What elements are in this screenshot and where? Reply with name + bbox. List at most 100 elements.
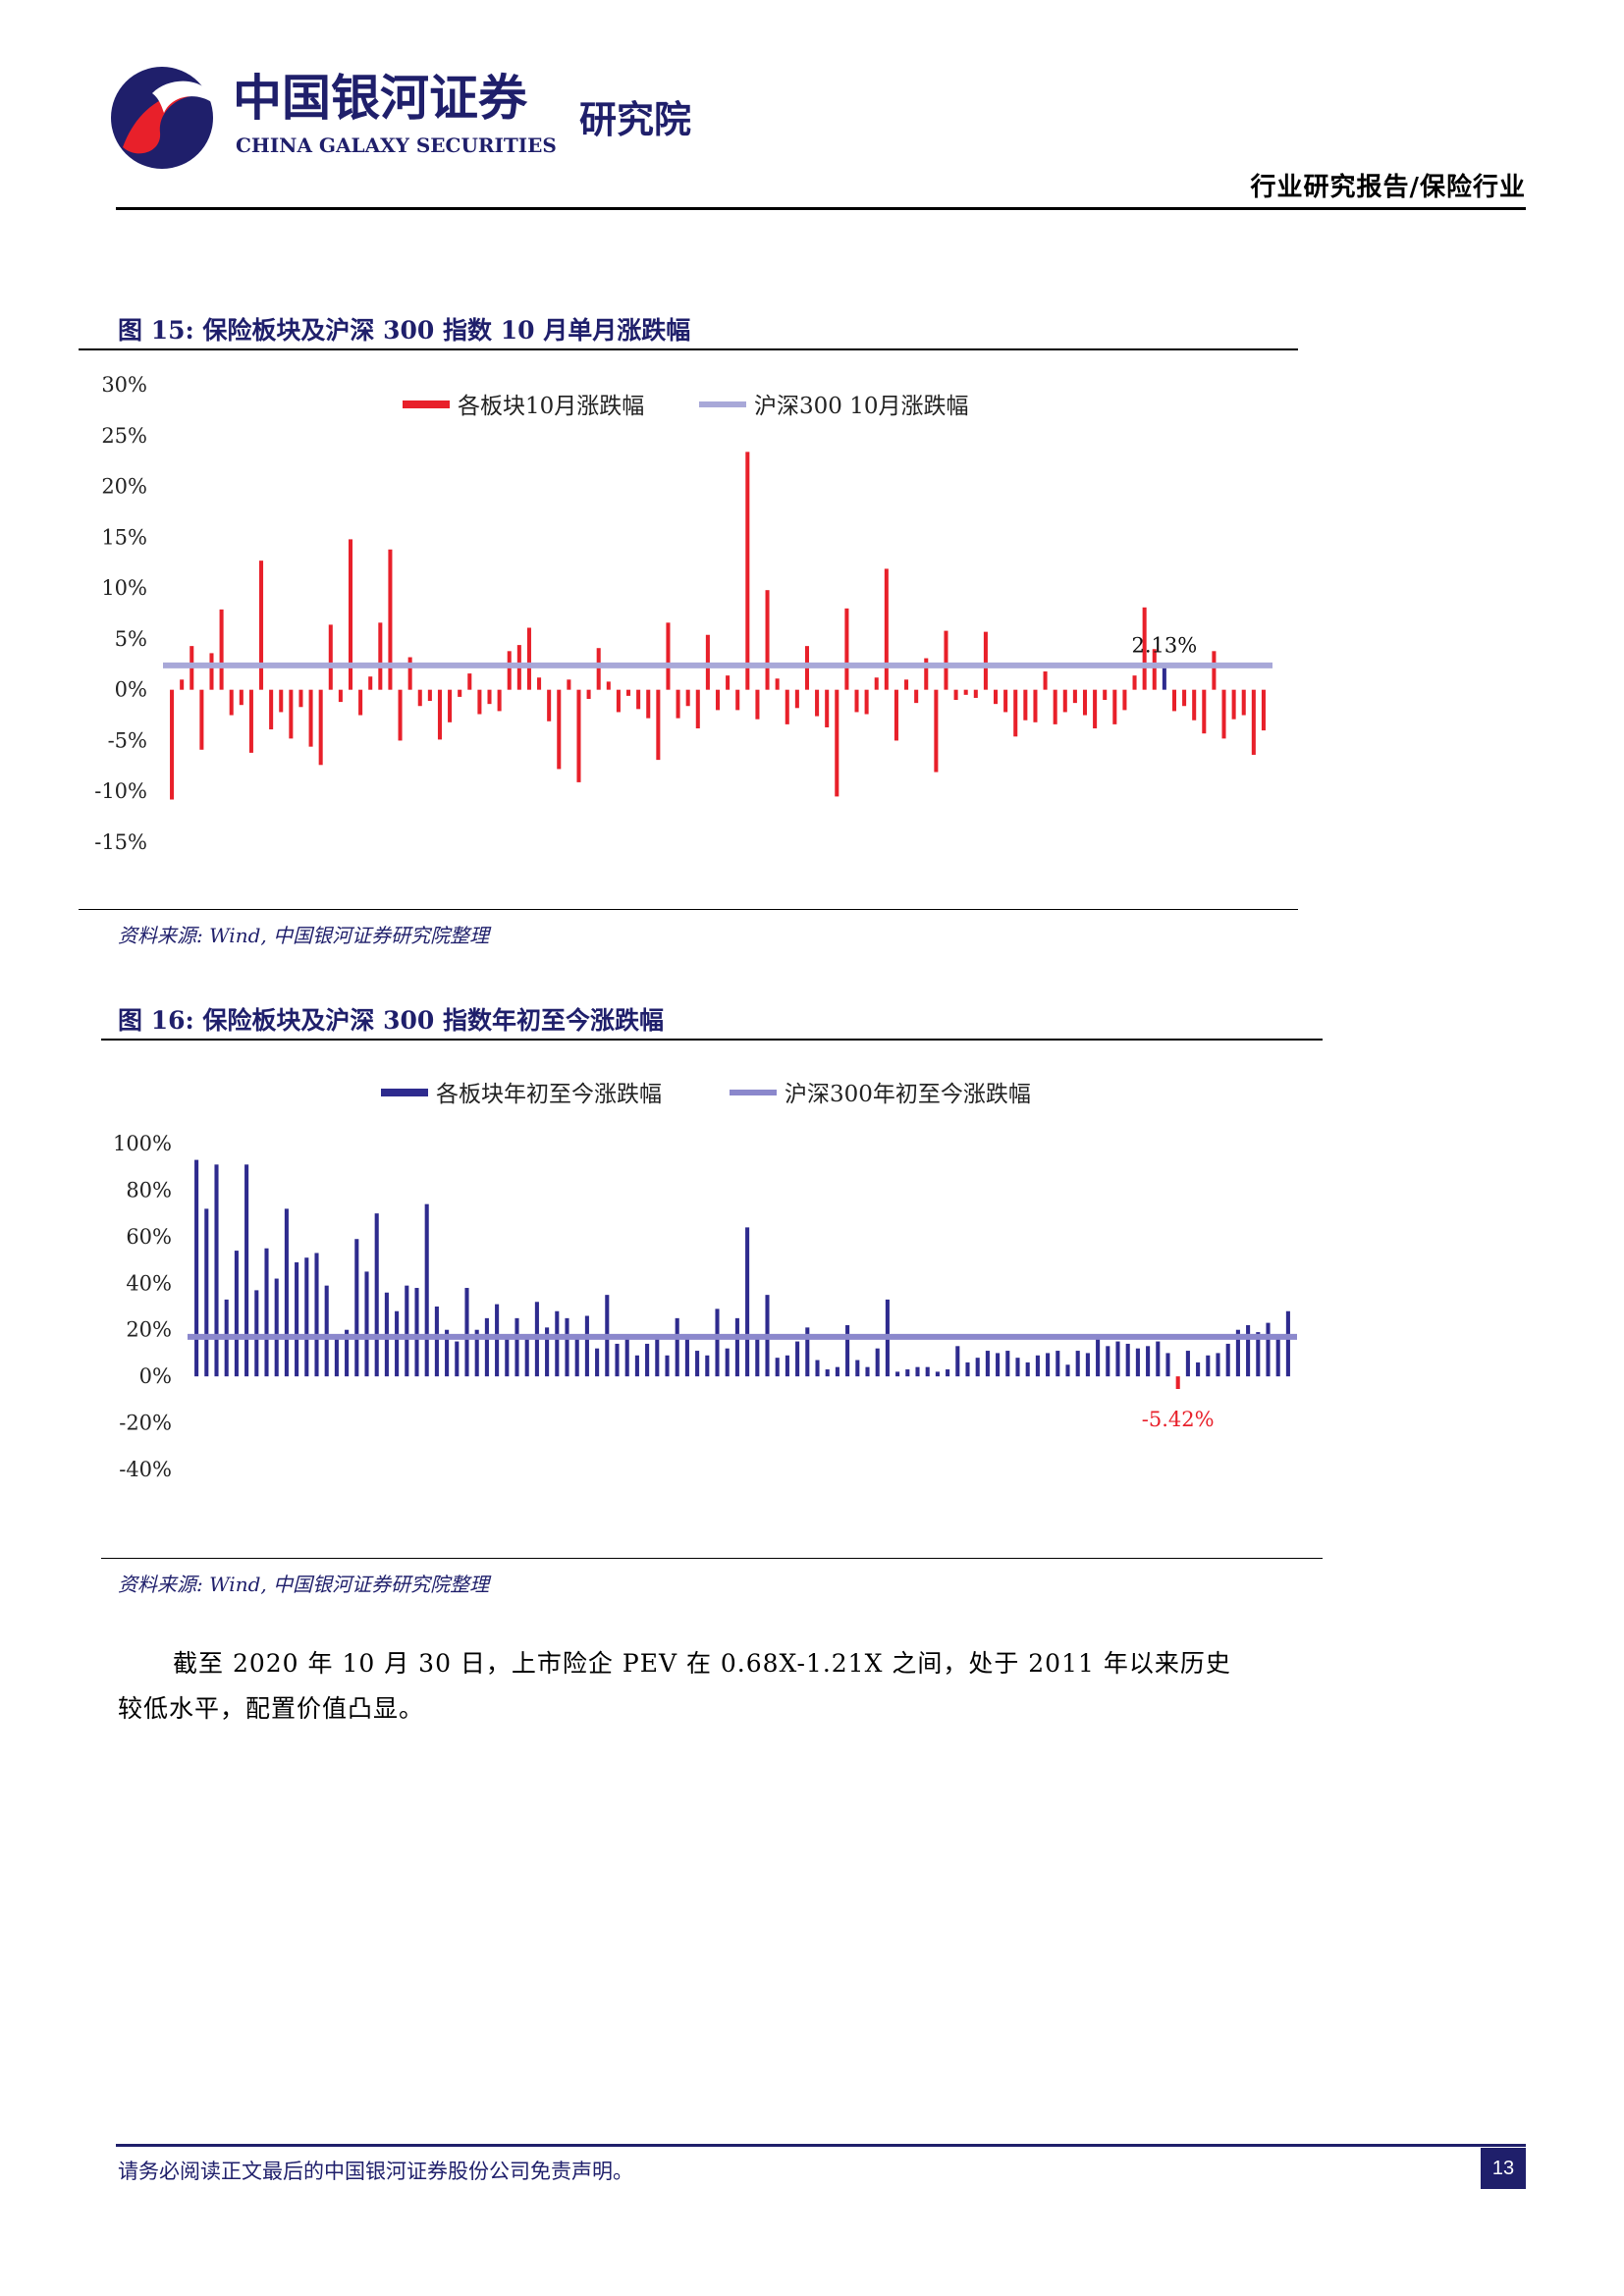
y-tick-label: 60% xyxy=(126,1225,172,1249)
data-bar xyxy=(805,1327,810,1377)
data-bar xyxy=(1241,689,1246,716)
data-bar xyxy=(318,689,323,766)
data-bar xyxy=(1225,1343,1230,1377)
data-bar xyxy=(448,689,453,722)
data-bar xyxy=(785,1355,789,1377)
data-bar xyxy=(1192,689,1197,721)
data-bar xyxy=(199,689,204,750)
data-bar xyxy=(1082,689,1088,716)
data-bar xyxy=(1003,689,1008,713)
data-bar xyxy=(324,1285,329,1377)
data-bar xyxy=(934,689,939,773)
data-bar xyxy=(269,689,274,730)
data-bar xyxy=(915,1366,920,1377)
data-bar xyxy=(646,689,651,719)
data-bar xyxy=(1132,675,1137,690)
data-bar xyxy=(1212,651,1217,690)
data-bar xyxy=(1152,649,1157,690)
data-bar xyxy=(705,634,710,690)
data-label-annotation: 2.13% xyxy=(1132,634,1198,658)
data-bar xyxy=(795,1341,800,1377)
data-bar xyxy=(963,689,968,695)
data-bar xyxy=(1206,1355,1211,1377)
figure-15-source: 资料来源: Wind, 中国银河证券研究院整理 xyxy=(118,924,490,947)
data-bar xyxy=(1146,1346,1151,1377)
data-bar xyxy=(455,1341,460,1377)
data-bar xyxy=(427,689,432,702)
data-bar xyxy=(524,1339,529,1377)
data-bar xyxy=(537,677,542,690)
y-tick-label: 0% xyxy=(139,1364,172,1388)
data-bar xyxy=(914,689,919,704)
data-bar xyxy=(905,1369,910,1377)
data-bar xyxy=(884,568,889,690)
data-bar xyxy=(484,1317,489,1377)
data-bar xyxy=(1235,1329,1240,1377)
data-bar xyxy=(445,1329,450,1377)
data-bar xyxy=(1256,1332,1261,1377)
data-bar xyxy=(1043,671,1048,690)
data-bar xyxy=(574,1336,579,1377)
data-bar xyxy=(398,689,403,741)
data-bar xyxy=(1135,1348,1140,1377)
legend-label-csi300: 沪深300年初至今涨跌幅 xyxy=(785,1082,1031,1107)
data-bar xyxy=(405,1285,409,1377)
data-bar xyxy=(234,1251,239,1377)
data-bar xyxy=(1122,689,1127,711)
data-bar xyxy=(274,1278,279,1377)
data-bar xyxy=(975,1358,980,1377)
y-tick-label: 20% xyxy=(101,475,147,499)
y-tick-label: 5% xyxy=(115,627,147,651)
data-bar xyxy=(973,689,978,698)
data-bar xyxy=(507,651,512,690)
data-bar xyxy=(946,1369,950,1377)
data-bar xyxy=(576,689,581,782)
data-bar xyxy=(378,622,383,690)
data-bar xyxy=(1075,1351,1080,1377)
data-bar xyxy=(1035,1355,1040,1377)
data-bar xyxy=(497,689,502,712)
logo-cn-text: 中国银河证券 xyxy=(233,69,528,127)
data-bar xyxy=(239,689,244,706)
y-tick-label: -40% xyxy=(119,1458,172,1481)
data-bar xyxy=(209,653,214,690)
legend-swatch-sectors xyxy=(403,400,450,408)
footer-divider xyxy=(116,2144,1526,2147)
data-bar xyxy=(567,679,571,690)
y-tick-label: 30% xyxy=(101,373,147,397)
data-bar xyxy=(388,549,393,690)
data-bar xyxy=(358,689,363,716)
footer-disclaimer: 请务必阅读正文最后的中国银河证券股份公司免责声明。 xyxy=(118,2160,633,2183)
figure-15-title: 图 15: 保险板块及沪深 300 指数 10 月单月涨跌幅 xyxy=(118,316,691,345)
data-bar xyxy=(765,590,770,690)
data-bar xyxy=(1185,1351,1190,1377)
data-bar xyxy=(865,1366,870,1377)
data-bar xyxy=(665,1355,670,1377)
data-bar xyxy=(1216,1353,1220,1377)
y-tick-label: -10% xyxy=(94,779,147,803)
data-bar xyxy=(895,1371,900,1377)
data-bar xyxy=(526,627,531,690)
data-bar xyxy=(996,1353,1001,1377)
data-bar xyxy=(395,1310,400,1377)
data-bar xyxy=(1053,689,1057,724)
y-tick-label: 25% xyxy=(101,424,147,448)
data-bar xyxy=(775,678,780,690)
data-bar xyxy=(264,1248,269,1377)
data-bar xyxy=(180,679,185,690)
data-bar xyxy=(1025,1362,1030,1377)
data-bar xyxy=(1106,1346,1110,1377)
data-bar xyxy=(825,689,830,727)
data-bar xyxy=(935,1371,940,1377)
legend-swatch-csi300 xyxy=(730,1090,777,1095)
data-bar xyxy=(244,1164,249,1377)
data-bar xyxy=(695,1351,700,1377)
figure-15-top-rule xyxy=(79,348,1298,350)
data-bar xyxy=(338,689,343,703)
data-bar xyxy=(1275,1334,1280,1377)
data-bar xyxy=(434,1307,439,1377)
data-bar xyxy=(955,1346,960,1377)
data-bar xyxy=(547,689,552,721)
data-bar xyxy=(487,689,492,705)
data-bar xyxy=(755,689,760,720)
